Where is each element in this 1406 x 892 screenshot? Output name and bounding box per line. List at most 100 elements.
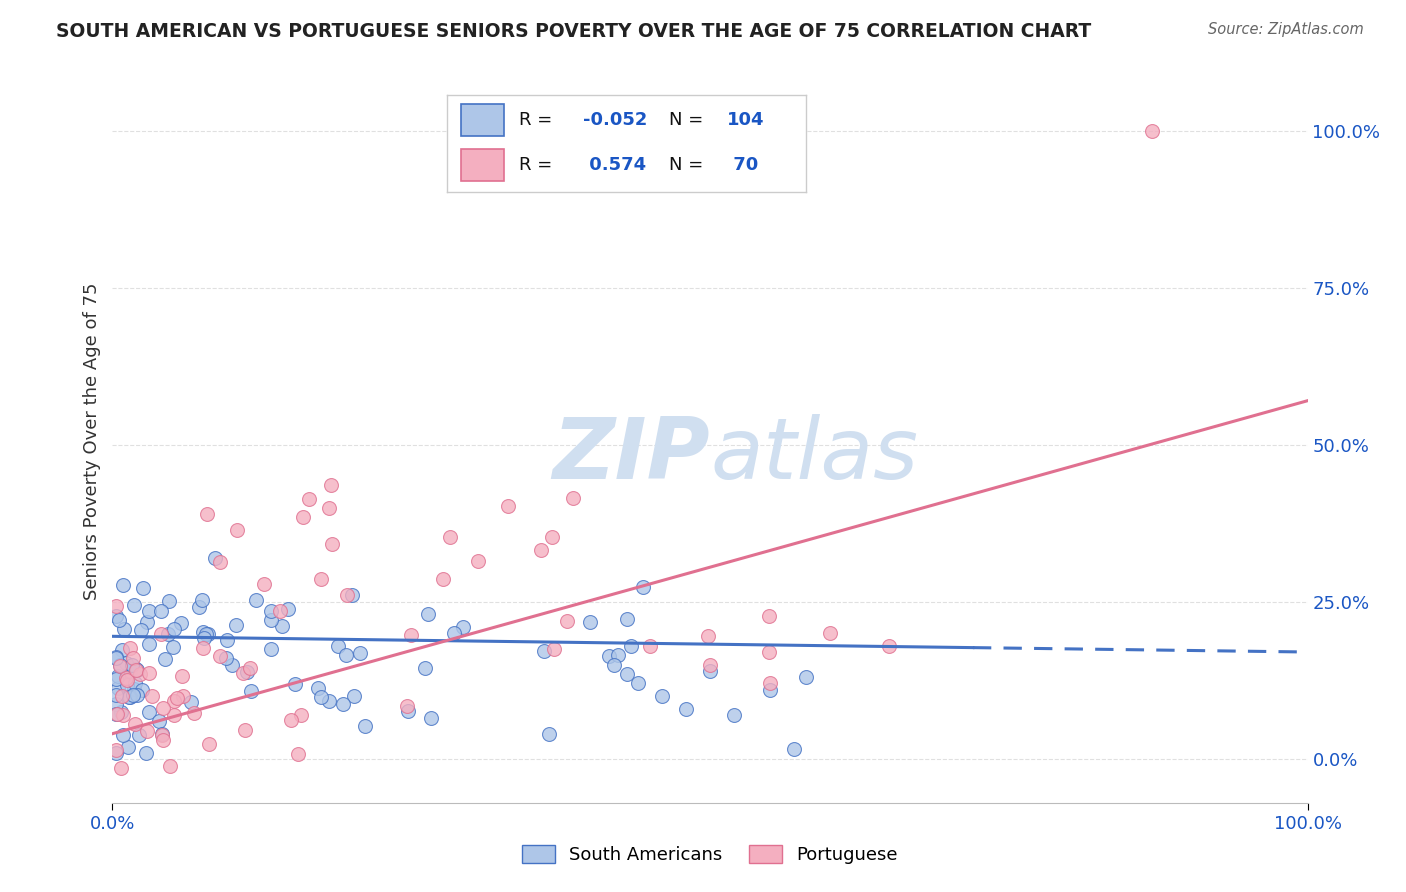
Point xyxy=(204,550,226,565)
Point xyxy=(117,740,139,755)
Point xyxy=(675,701,697,715)
Point xyxy=(260,613,283,627)
Point xyxy=(343,690,366,704)
Point xyxy=(413,661,436,675)
Point xyxy=(122,651,145,665)
Point xyxy=(627,676,650,690)
Point xyxy=(195,626,218,640)
Point xyxy=(127,689,149,703)
Point xyxy=(640,639,662,653)
Point xyxy=(443,625,465,640)
Point xyxy=(603,657,626,672)
Point xyxy=(135,615,157,630)
Point xyxy=(152,701,174,715)
Point xyxy=(138,638,160,652)
Point xyxy=(111,708,134,723)
Point xyxy=(354,719,377,733)
Point xyxy=(420,711,443,725)
Point xyxy=(298,491,321,506)
Point xyxy=(783,742,806,756)
Point xyxy=(129,623,152,637)
Point xyxy=(125,662,148,676)
Point xyxy=(533,644,555,658)
Text: ZIP: ZIP xyxy=(553,415,710,498)
Point xyxy=(195,507,218,521)
Point xyxy=(328,639,350,653)
Point xyxy=(794,670,817,684)
Point xyxy=(269,604,291,618)
Point xyxy=(107,681,129,696)
Text: SOUTH AMERICAN VS PORTUGUESE SENIORS POVERTY OVER THE AGE OF 75 CORRELATION CHAR: SOUTH AMERICAN VS PORTUGUESE SENIORS POV… xyxy=(56,22,1091,41)
Point xyxy=(221,658,243,673)
Point xyxy=(259,641,281,656)
Point xyxy=(340,588,363,602)
Point xyxy=(307,681,329,695)
Text: Source: ZipAtlas.com: Source: ZipAtlas.com xyxy=(1208,22,1364,37)
Point xyxy=(183,706,205,720)
Point xyxy=(124,676,146,690)
Point xyxy=(236,665,259,679)
Point xyxy=(290,708,312,723)
Point xyxy=(418,607,440,621)
Text: atlas: atlas xyxy=(710,415,918,498)
Point xyxy=(107,706,129,721)
Point xyxy=(112,622,135,636)
Point xyxy=(163,694,186,708)
Point xyxy=(170,616,193,631)
Point xyxy=(105,608,128,623)
Point xyxy=(132,581,155,595)
Text: R =: R = xyxy=(519,112,553,129)
Point xyxy=(579,615,602,629)
Point xyxy=(399,628,422,642)
Point xyxy=(543,642,565,657)
Point xyxy=(245,593,267,607)
Point xyxy=(191,593,214,607)
Point xyxy=(239,661,262,675)
Point xyxy=(138,665,160,680)
Point xyxy=(321,478,343,492)
Text: 104: 104 xyxy=(727,112,765,129)
Text: N =: N = xyxy=(669,156,703,174)
Point xyxy=(138,705,160,719)
Point xyxy=(118,665,141,679)
Point xyxy=(598,649,620,664)
Point xyxy=(260,604,283,618)
Point xyxy=(105,746,128,760)
Point xyxy=(159,759,181,773)
Point xyxy=(118,690,141,704)
Point xyxy=(240,684,263,698)
Point xyxy=(439,530,461,544)
Point xyxy=(537,727,560,741)
Point xyxy=(335,648,357,663)
Point xyxy=(128,728,150,742)
Point xyxy=(432,572,454,586)
Point xyxy=(332,697,354,711)
Point xyxy=(292,509,315,524)
Point xyxy=(879,639,901,653)
Point xyxy=(105,649,128,664)
Point xyxy=(172,669,194,683)
Point xyxy=(127,663,149,677)
Point xyxy=(209,555,232,569)
Point xyxy=(112,577,135,591)
Point xyxy=(758,609,780,624)
Point xyxy=(188,600,211,615)
Point xyxy=(150,728,173,742)
Point xyxy=(152,732,174,747)
Point xyxy=(135,746,157,760)
Point xyxy=(616,612,638,626)
Point xyxy=(280,713,302,727)
Point xyxy=(105,651,128,665)
Point xyxy=(125,663,148,677)
Point xyxy=(555,614,578,628)
Point xyxy=(115,656,138,670)
Point xyxy=(105,688,128,702)
Point xyxy=(398,704,420,718)
Point xyxy=(110,658,132,673)
Point xyxy=(191,640,214,655)
Point xyxy=(271,619,294,633)
Point xyxy=(318,501,340,516)
Point xyxy=(172,690,194,704)
Point xyxy=(141,689,163,703)
Point xyxy=(336,588,359,602)
